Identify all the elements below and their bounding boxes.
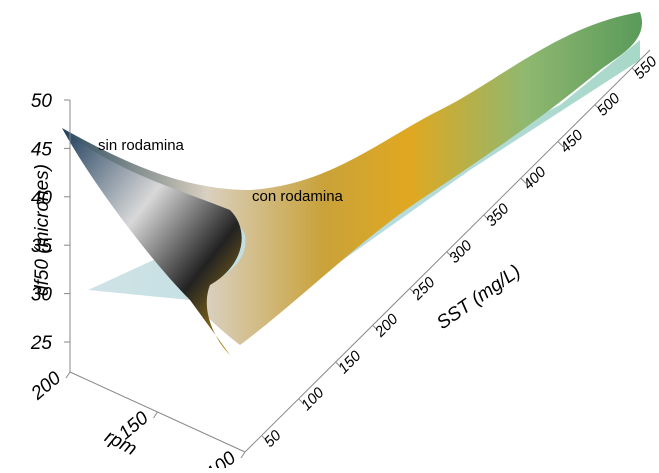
y-tick-label: 350: [483, 200, 513, 230]
z-axis-title: df50 (micrones): [32, 164, 53, 296]
y-tick: [631, 67, 638, 74]
y-tick: [446, 251, 453, 258]
y-tick-label: 100: [298, 384, 328, 414]
x-tick: [153, 411, 158, 419]
annotation: con rodamina: [252, 188, 344, 205]
surface-front: [62, 128, 242, 355]
y-tick: [594, 104, 601, 111]
y-tick: [335, 362, 342, 368]
y-tick: [520, 178, 527, 184]
y-axis-title: SST (mg/L): [433, 261, 525, 334]
y-tick-label: 150: [335, 347, 365, 377]
x-tick: [65, 371, 71, 379]
y-tick: [409, 288, 416, 295]
y-tick-label: 250: [408, 273, 439, 304]
z-tick-label: 40: [31, 188, 53, 209]
surfaces: [62, 12, 642, 355]
y-tick: [298, 398, 305, 405]
y-tick-label: 400: [520, 163, 550, 193]
y-tick: [372, 325, 379, 331]
y-tick-label: 200: [371, 310, 402, 341]
y-tick: [261, 435, 268, 442]
y-tick: [557, 141, 564, 147]
x-tick-label: 200: [27, 367, 66, 404]
y-tick-label: 500: [594, 89, 624, 119]
x-tick: [240, 451, 246, 459]
y-tick-label: 300: [446, 237, 476, 267]
y-tick-label: 50: [261, 427, 285, 451]
y-tick-label: 450: [557, 126, 587, 156]
surface-sin: [62, 12, 642, 345]
y-axis: [244, 49, 651, 453]
z-tick-label: 50: [31, 91, 53, 112]
z-tick-label: 25: [30, 333, 53, 354]
annotation: sin rodamina: [98, 137, 185, 154]
z-tick-label: 30: [31, 285, 53, 306]
x-tick-label: 100: [202, 447, 240, 468]
z-tick-label: 35: [31, 236, 53, 257]
z-tick-label: 45: [31, 139, 53, 160]
y-tick: [483, 214, 490, 221]
